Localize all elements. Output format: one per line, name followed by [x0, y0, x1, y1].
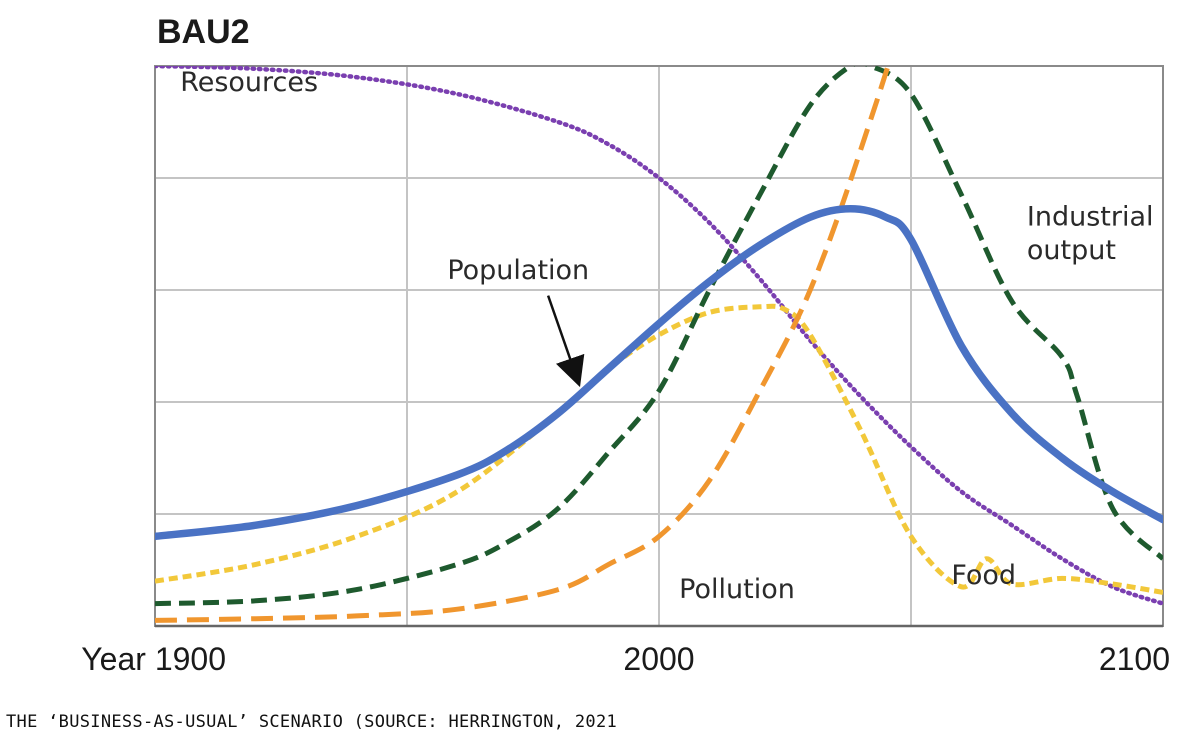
annotation-label: Pollution	[679, 574, 795, 605]
grid	[155, 66, 1163, 626]
population-arrow	[546, 295, 585, 388]
series-pollution-line	[155, 66, 891, 623]
annotation-label: output	[1027, 235, 1116, 266]
x-tick-label: 2100	[1099, 641, 1170, 677]
x-tick-label: 2000	[623, 641, 694, 677]
x-tick-labels: Year 1900 2000 2100	[81, 641, 1170, 677]
annotation-label: Resources	[180, 67, 318, 98]
series-lines	[155, 66, 1163, 623]
series-industrial-output-line	[155, 66, 1163, 607]
series-population-line	[155, 205, 1163, 541]
annotation-label: Industrial	[1027, 202, 1154, 233]
annotation-label: Population	[447, 255, 589, 286]
chart-title: BAU2	[157, 13, 250, 51]
series-resources-line	[155, 66, 1163, 606]
x-tick-label: Year 1900	[81, 641, 226, 677]
figure-caption: THE ‘BUSINESS-AS-USUAL’ SCENARIO (SOURCE…	[6, 712, 618, 732]
series-food-line	[155, 303, 1163, 595]
annotation-label: Food	[951, 560, 1016, 591]
population-arrow-line	[546, 295, 585, 388]
